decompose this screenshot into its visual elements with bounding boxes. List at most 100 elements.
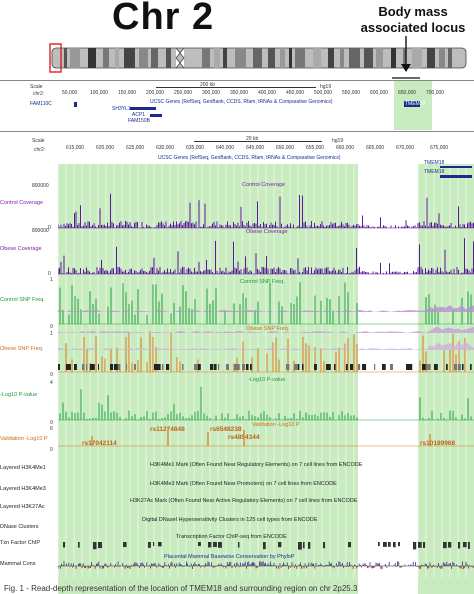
- gene-block: [440, 166, 472, 168]
- vertical-gridlines: [58, 164, 467, 578]
- ruler-tick: 300,000: [202, 90, 221, 96]
- gene-block: [150, 114, 162, 117]
- ruler-tick: 630,000: [156, 145, 175, 151]
- gene-tmem18-a[interactable]: TMEM18: [424, 160, 445, 166]
- label-pvalue[interactable]: -Log10 P-value: [0, 392, 38, 398]
- title-h3k4me1: H3K4Me1 Mark (Often Found Near Regulator…: [150, 462, 363, 468]
- title-pvalue: -Log10 P-value: [248, 377, 286, 383]
- title-dnase: Digital DNaseI Hypersensitivity Clusters…: [142, 517, 318, 523]
- ruler-tick: 100,000: [90, 90, 109, 96]
- control-cov-ymin: 0: [48, 225, 51, 231]
- gene-acp1[interactable]: ACP1: [132, 112, 146, 118]
- obese-cov-ymin: 0: [48, 271, 51, 277]
- gene-block: [440, 175, 472, 178]
- ruler-tick: 635,000: [186, 145, 205, 151]
- detail-scale-bar: 20 kb: [246, 136, 259, 142]
- title-control-snp: Control SNP Freq.: [240, 279, 285, 285]
- ruler-tick: 645,000: [246, 145, 265, 151]
- label-cons[interactable]: Mammal Cons: [0, 561, 36, 567]
- snp-rs11274848[interactable]: rs11274848: [150, 426, 185, 433]
- label-validation[interactable]: Validation -Log10 P: [0, 436, 48, 442]
- ruler-tick: 600,000: [370, 90, 389, 96]
- gene-block: [74, 102, 77, 107]
- track-plots: [58, 193, 474, 570]
- ruler-tick: 650,000: [276, 145, 295, 151]
- chromosome-title: Chr 2: [112, 0, 215, 38]
- title-control-coverage: Control Coverage: [242, 182, 286, 188]
- detail-genes-track[interactable]: UCSC Genes (RefSeq, GenBank, CCDS, Rfam,…: [158, 155, 341, 161]
- highlight-region-left: [58, 164, 358, 594]
- figure-caption: Fig. 1 - Read-depth representation of th…: [4, 584, 358, 593]
- ruler-tick: 50,000: [62, 90, 78, 96]
- validation-ymax: 6: [50, 426, 53, 432]
- label-control-coverage[interactable]: Control Coverage: [0, 200, 44, 206]
- label-dnase[interactable]: DNase Clusters: [0, 524, 39, 530]
- label-h3k4me1[interactable]: Layered H3K4Me1: [0, 465, 46, 471]
- overview-scale-line: [156, 87, 316, 88]
- obese-snp-ymin: 0: [50, 372, 53, 378]
- overview-ruler: 50,000 100,000 150,000 200,000 250,000 3…: [56, 90, 470, 98]
- gene-fam150b[interactable]: FAM150B: [128, 118, 150, 124]
- overview-scale-bar: 200 kb: [200, 82, 216, 88]
- detail-panel: [58, 134, 474, 594]
- ruler-tick: 640,000: [216, 145, 235, 151]
- validation-ymin: 0: [50, 447, 53, 453]
- ruler-tick: 200,000: [146, 90, 165, 96]
- chromosome-ideogram: [49, 43, 467, 73]
- snp-rs17042114[interactable]: rs17042114: [82, 440, 117, 447]
- ruler-tick: 615,000: [66, 145, 85, 151]
- ruler-tick: 620,000: [96, 145, 115, 151]
- ruler-tick: 250,000: [174, 90, 193, 96]
- title-txn: Transcription Factor ChIP-seq from ENCOD…: [176, 534, 287, 540]
- locus-label: Body mass associated locus: [360, 4, 466, 35]
- overview-panel: [0, 80, 474, 132]
- ruler-tick: 400,000: [258, 90, 277, 96]
- ruler-tick: 660,000: [336, 145, 355, 151]
- gene-fam110c[interactable]: FAM110C: [30, 101, 52, 107]
- gene-tmem18-overview[interactable]: TMEM18: [405, 101, 426, 107]
- overview-scale-label: Scale: [30, 84, 43, 90]
- title-cons: Placental Mammal Basewise Conservation b…: [164, 554, 295, 560]
- snp-rs6548238[interactable]: rs6548238: [210, 426, 242, 433]
- ruler-tick: 670,000: [396, 145, 415, 151]
- region-marker: [49, 43, 62, 73]
- ruler-tick: 655,000: [306, 145, 325, 151]
- overview-chr-label: chr2:: [33, 91, 45, 97]
- detail-scale-line: [194, 141, 322, 142]
- gene-tmem18-b[interactable]: TMEM18: [424, 169, 445, 175]
- highlight-region-right: [418, 164, 474, 594]
- detail-ruler: 615,000 620,000 625,000 630,000 635,000 …: [58, 145, 474, 153]
- title-obese-coverage: Obese Coverage: [246, 229, 288, 235]
- ruler-tick: 625,000: [126, 145, 145, 151]
- gene-sh3yl1[interactable]: SH3YL1: [112, 106, 131, 112]
- pvalue-ymax: 4: [50, 380, 53, 386]
- label-h3k4me3[interactable]: Layered H3K4Me3: [0, 486, 46, 492]
- control-cov-ymax: 800000: [32, 183, 49, 189]
- ruler-tick: 450,000: [286, 90, 305, 96]
- control-snp-ymin: 0: [50, 324, 53, 330]
- label-h3k27ac[interactable]: Layered H3K27Ac: [0, 504, 45, 510]
- detail-scale-label: Scale: [32, 138, 45, 144]
- title-validation: Validation -Log10 P: [252, 422, 300, 428]
- gene-block: [130, 107, 156, 110]
- label-obese-coverage[interactable]: Obese Coverage: [0, 246, 42, 252]
- ruler-tick: 675,000: [430, 145, 449, 151]
- label-control-snp[interactable]: Control SNP Freq.: [0, 297, 45, 303]
- snp-rs10189968[interactable]: rs10189968: [420, 440, 456, 447]
- ruler-tick: 150,000: [118, 90, 137, 96]
- title-h3k27ac: H3K27Ac Mark (Often Found Near Active Re…: [130, 498, 358, 504]
- overview-genes-track[interactable]: UCSC Genes (RefSeq, GenBank, CCDS, Rfam,…: [150, 99, 333, 105]
- obese-cov-ymax: 800000: [32, 228, 49, 234]
- overview-assembly: hg19: [320, 84, 332, 90]
- label-obese-snp[interactable]: Obese SNP Freq.: [0, 346, 44, 352]
- control-snp-ymax: 1: [50, 277, 53, 283]
- ruler-tick: 500,000: [314, 90, 333, 96]
- title-obese-snp: Obese SNP Freq.: [246, 326, 290, 332]
- ruler-tick: 665,000: [366, 145, 385, 151]
- pvalue-ymin: 0: [50, 420, 53, 426]
- gene-block: [404, 101, 420, 107]
- label-txn[interactable]: Txn Factor ChIP: [0, 540, 41, 546]
- title-h3k4me3: H3K4Me3 Mark (Often Found Near Promoters…: [150, 481, 337, 487]
- ruler-tick: 350,000: [230, 90, 249, 96]
- ruler-tick: 650,000: [398, 90, 417, 96]
